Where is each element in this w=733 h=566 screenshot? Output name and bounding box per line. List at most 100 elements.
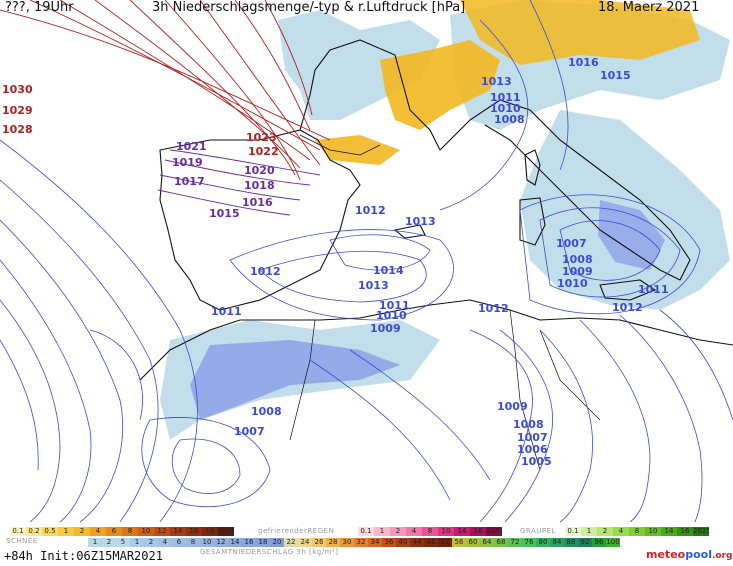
legend-snow-swatch: 10: [200, 538, 214, 547]
isobar-label-low: 1007: [234, 425, 265, 438]
legend-graupel-swatch: 0.1: [565, 527, 581, 536]
isobar-blue-line: [559, 220, 661, 281]
isobars-low: [0, 0, 733, 522]
isobar-blue-line: [0, 339, 39, 471]
isobar-label-low: 1007: [556, 237, 587, 250]
isobar-red-line: [234, 0, 311, 131]
isobar-blue-line: [0, 299, 61, 522]
legend-snow-swatch: 1: [130, 538, 144, 547]
legend-freezing-swatch: 2: [390, 527, 406, 536]
isobar-blue-line: [259, 250, 427, 303]
isobar-red-line: [164, 0, 301, 181]
isobar-blue-line: [439, 19, 529, 211]
isobar-label-low: 1013: [405, 215, 436, 228]
legend-snow-swatch: 5: [116, 538, 130, 547]
isobar-purple-line: [169, 149, 321, 176]
legend-rain-swatch: 0.1: [10, 527, 26, 536]
isobar-label-low: 1012: [478, 302, 509, 315]
isobar-label-low: 1013: [481, 75, 512, 88]
isobar-label-low: 1010: [557, 277, 588, 290]
isobar-blue-line: [0, 139, 198, 522]
legend-freezing-swatch: 10: [438, 527, 454, 536]
legend-graupel-swatch: 2: [597, 527, 613, 536]
legend-snow-scale: 1 2 5 1 2 4 6 8 10 12 14 16 18 20 22 24 26 28 30 32 34 36 40 44…: [88, 538, 620, 547]
legend-rain-swatch: 0.5: [42, 527, 58, 536]
balearics-coast: [393, 224, 426, 239]
isobar-label-low: 1009: [370, 322, 401, 335]
legend-snow-swatch: 12: [214, 538, 228, 547]
isobar-label-low: 1005: [521, 455, 552, 468]
isobar-label-low: 1008: [562, 253, 593, 266]
legend-snow-swatch: 34: [368, 538, 382, 547]
isobar-label-low: 1012: [612, 301, 643, 314]
legend-freezing-swatch: 16: [470, 527, 486, 536]
isobar-blue-line: [349, 349, 491, 481]
legend-snow-swatch: 100: [606, 538, 620, 547]
brand-suffix: .org: [711, 551, 733, 561]
legend-snow-swatch: 24: [298, 538, 312, 547]
legend-graupel-swatch: 4: [613, 527, 629, 536]
legend-snow-swatch: 40: [396, 538, 410, 547]
legend-snow-swatch: 76: [522, 538, 536, 547]
isobar-purple-line: [159, 174, 301, 201]
isobar-label-low: 1006: [517, 443, 548, 456]
legend-snow-swatch: 80: [536, 538, 550, 547]
legend-graupel-swatch: 14: [661, 527, 677, 536]
isobar-label-low: 1008: [513, 418, 544, 431]
isobar-blue-line: [519, 194, 701, 315]
brand-logo[interactable]: meteopool.org: [646, 548, 732, 561]
isobar-label-high: 1029: [2, 104, 33, 117]
isobar-label-low: 1011: [638, 283, 669, 296]
isobars-mid: [157, 149, 321, 216]
isobar-blue-line: [0, 179, 159, 522]
legend-snow-swatch: 26: [312, 538, 326, 547]
legend-snow-swatch: 8: [186, 538, 200, 547]
legend-freezing-swatch: 2025+: [486, 527, 502, 536]
isobar-blue-line: [539, 329, 593, 522]
legend-snow-swatch: 30: [340, 538, 354, 547]
legend-snow-swatch: 14: [228, 538, 242, 547]
snow-area-biscay: [278, 10, 440, 120]
legend-graupel-label: GRAUPEL: [520, 527, 556, 535]
border-algeria-tunisia: [509, 309, 541, 471]
legend-snow-swatch: 88: [564, 538, 578, 547]
sicily-coast: [599, 279, 657, 301]
isobar-label-low: 1012: [355, 204, 386, 217]
isobar-blue-line: [659, 309, 733, 421]
isobar-label-mid: 1016: [242, 196, 273, 209]
legend-snow-swatch: 36: [382, 538, 396, 547]
isobar-red-line: [129, 0, 296, 176]
legend-rain-swatch: 0.2: [26, 527, 42, 536]
legend-rain-swatch: 8: [122, 527, 138, 536]
legend-snow-swatch: 6: [172, 538, 186, 547]
border-iberia-france: [299, 134, 381, 156]
border-layer: [289, 134, 601, 471]
legend-snow-swatch: 1: [88, 538, 102, 547]
legend-snow-swatch: 2: [102, 538, 116, 547]
legend-snow-swatch: 72: [508, 538, 522, 547]
isobar-label-low: 1015: [600, 69, 631, 82]
legend-rain-swatch: 1: [58, 527, 74, 536]
isobar-blue-line: [329, 234, 431, 271]
isobar-label-high: 1022: [248, 145, 279, 158]
legend-rain-swatch: 16: [186, 527, 202, 536]
france-coast: [299, 39, 441, 151]
isobar-blue-line: [499, 329, 553, 522]
isobar-label-low: 1011: [211, 305, 242, 318]
legend-rain-swatch: 6: [106, 527, 122, 536]
legend-rain-swatch: 2025+: [218, 527, 234, 536]
isobar-blue-line: [529, 0, 569, 171]
map-title: 3h Niederschlagsmenge/-typ & r.Luftdruck…: [152, 0, 466, 15]
isobar-blue-line: [469, 329, 533, 522]
isobar-label-low: 1012: [250, 265, 281, 278]
isobar-blue-line: [171, 438, 241, 494]
isobar-label-low: 1008: [494, 113, 525, 126]
coastline-layer: [139, 39, 733, 381]
legend-snow-swatch: 18: [256, 538, 270, 547]
legend-snow-swatch: 4: [158, 538, 172, 547]
isobar-blue-line: [89, 329, 143, 421]
isobar-label-low: 1007: [517, 431, 548, 444]
